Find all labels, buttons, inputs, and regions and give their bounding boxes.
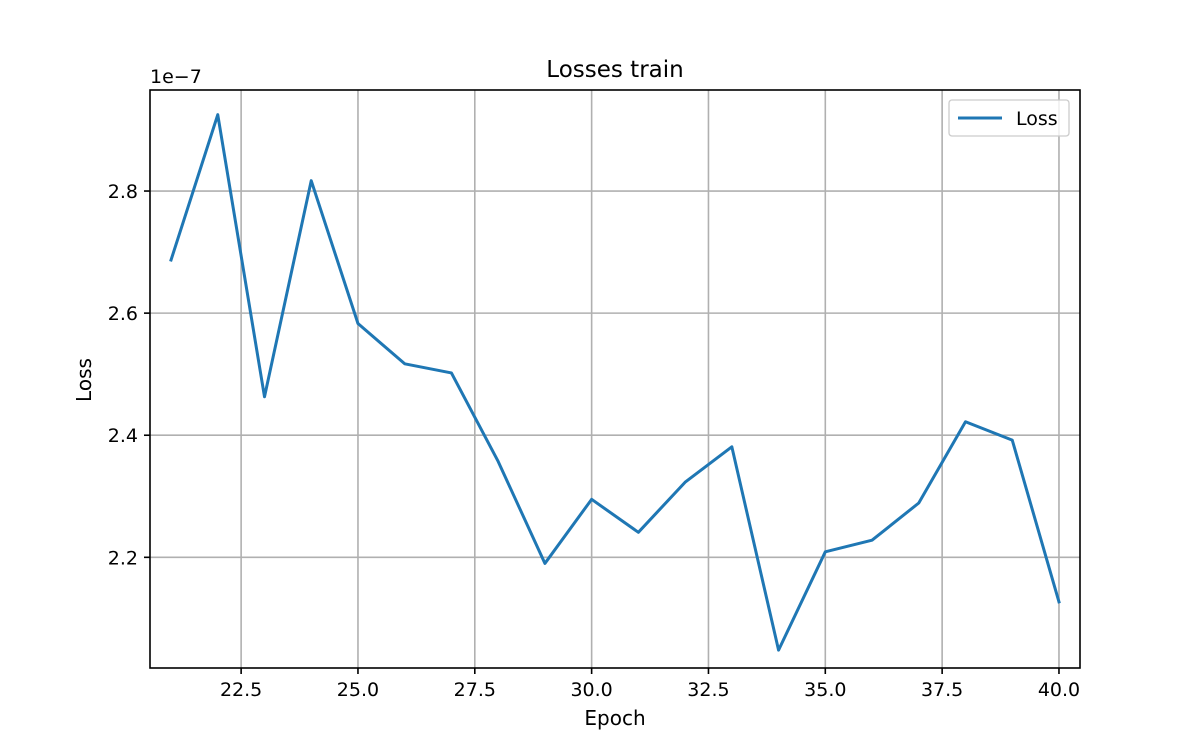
data-point bbox=[637, 531, 640, 534]
data-point bbox=[590, 498, 593, 501]
data-point bbox=[450, 371, 453, 375]
data-point bbox=[310, 179, 313, 182]
y-tick-label: 2.6 bbox=[108, 303, 138, 325]
x-tick-label: 30.0 bbox=[570, 679, 612, 701]
data-point bbox=[543, 562, 547, 565]
x-tick-label: 22.5 bbox=[220, 679, 262, 701]
data-point bbox=[496, 460, 500, 463]
data-point bbox=[964, 420, 967, 423]
x-tick-label: 40.0 bbox=[1038, 679, 1080, 701]
y-tick-label: 2.8 bbox=[108, 181, 138, 203]
legend-box bbox=[948, 99, 1070, 137]
chart-title: Losses train bbox=[546, 57, 683, 83]
series-lines bbox=[169, 113, 1061, 652]
x-tick-label: 27.5 bbox=[454, 679, 496, 701]
x-tick-label: 25.0 bbox=[337, 679, 379, 701]
data-point bbox=[730, 445, 734, 449]
data-point bbox=[917, 501, 920, 505]
x-tick-label: 37.5 bbox=[921, 679, 963, 701]
plot-frame bbox=[149, 89, 1081, 669]
x-tick-label: 32.5 bbox=[687, 679, 729, 701]
data-point bbox=[216, 113, 219, 116]
data-point bbox=[169, 258, 173, 262]
y-axis-offset-label: 1e−7 bbox=[150, 66, 202, 88]
x-axis-label: Epoch bbox=[584, 706, 645, 730]
data-point bbox=[683, 481, 687, 484]
x-tick-label: 35.0 bbox=[804, 679, 846, 701]
axis-ticks: 22.5 25.0 27.5 30.0 32.5 35.0 37.5 40.0 2.2 2.4 2.… bbox=[108, 181, 1080, 701]
y-tick-label: 2.4 bbox=[108, 425, 138, 447]
data-point bbox=[263, 395, 266, 398]
data-point bbox=[1011, 438, 1014, 442]
data-point bbox=[824, 550, 827, 554]
y-axis-label: Loss bbox=[72, 358, 96, 402]
data-point bbox=[870, 539, 874, 542]
data-point bbox=[1057, 600, 1061, 604]
legend-label: Loss bbox=[1016, 108, 1058, 130]
legend: Loss bbox=[948, 99, 1070, 137]
series-line-0 bbox=[169, 113, 1061, 652]
data-point bbox=[777, 648, 780, 652]
y-tick-label: 2.2 bbox=[108, 547, 138, 569]
data-point bbox=[356, 322, 360, 325]
grid-lines bbox=[150, 90, 1080, 668]
data-point bbox=[403, 362, 406, 365]
